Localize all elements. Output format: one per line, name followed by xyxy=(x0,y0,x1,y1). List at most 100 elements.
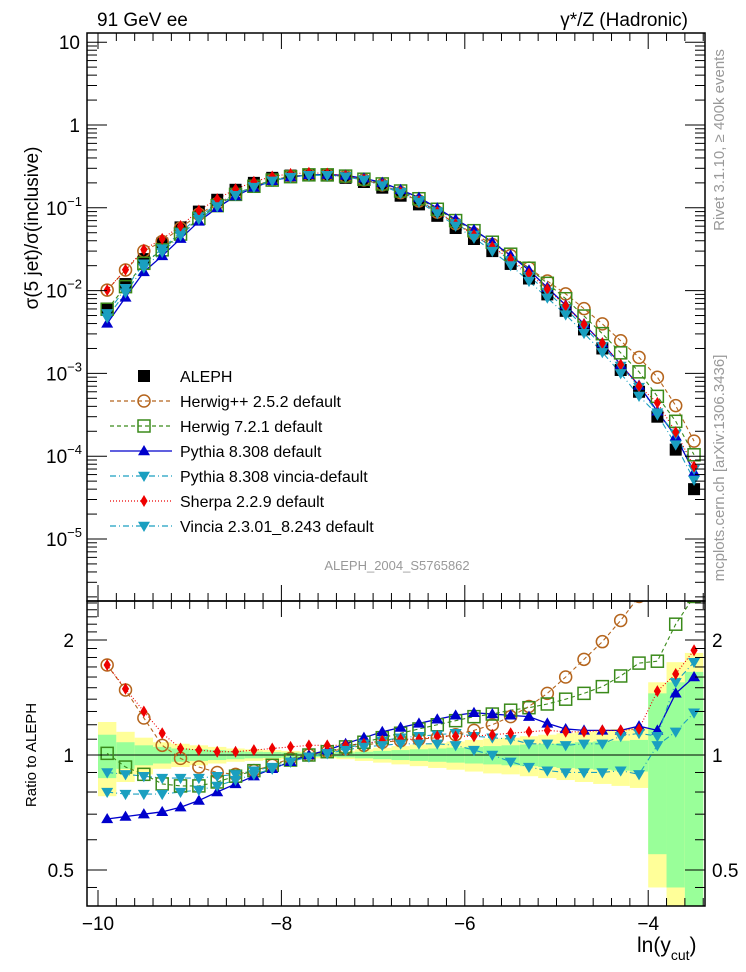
ratio-series-marker xyxy=(192,760,206,774)
analysis-id-annotation: ALEPH_2004_S5765862 xyxy=(324,558,469,573)
ratio-series-marker xyxy=(156,789,169,801)
stat-uncertainty-band xyxy=(574,742,594,769)
ratio-panel-frame xyxy=(86,600,706,907)
legend-entry: Pythia 8.308 vincia-default xyxy=(110,469,368,486)
legend-entry: Herwig 7.2.1 default xyxy=(110,419,323,436)
main-series-marker xyxy=(578,328,591,340)
ratio-series-marker xyxy=(412,717,425,728)
main-y-axis-label: σ(5 jet)/σ(inclusive) xyxy=(22,147,43,310)
legend: ALEPH Herwig++ 2.5.2 default Herwig 7.2.1 … xyxy=(110,369,374,536)
ratio-series-marker xyxy=(669,678,682,689)
ratio-series-marker xyxy=(540,686,555,701)
legend-entry: Pythia 8.308 default xyxy=(110,444,322,461)
legend-marker xyxy=(138,445,150,456)
main-series-marker xyxy=(119,288,132,299)
ratio-y-axis-label: Ratio to ALEPH xyxy=(23,703,40,807)
ratio-series-marker xyxy=(321,749,334,760)
main-series-marker xyxy=(504,261,517,272)
main-series-marker xyxy=(103,284,111,297)
main-series-marker xyxy=(632,365,646,379)
main-series-line xyxy=(106,174,695,481)
ratio-series-marker xyxy=(176,742,185,755)
ratio-series-marker xyxy=(488,728,496,741)
ratio-series-marker xyxy=(357,731,370,742)
ratio-series-marker xyxy=(653,685,661,698)
ratio-series-marker xyxy=(598,724,606,737)
legend-label: Herwig++ 2.5.2 default xyxy=(180,394,342,411)
ratio-series-marker xyxy=(140,705,148,718)
ratio-y-tick-label-right: 1 xyxy=(712,746,723,767)
ratio-series-marker xyxy=(507,727,515,740)
ratio-series-marker xyxy=(580,725,588,738)
main-series-marker xyxy=(669,440,682,451)
ratio-series-marker xyxy=(121,682,130,695)
stat-uncertainty-band xyxy=(116,742,135,769)
main-series-marker xyxy=(158,232,166,245)
ratio-series-marker xyxy=(452,730,460,743)
ratio-series-marker xyxy=(376,725,389,737)
stat-uncertainty-band xyxy=(684,671,704,906)
ratio-y-tick-label-left: 1 xyxy=(63,746,74,767)
ratio-series-line xyxy=(106,649,695,753)
ratio-series-marker xyxy=(302,752,315,763)
x-axis-label: ln(ycut) xyxy=(637,934,697,963)
main-series-marker xyxy=(562,299,570,312)
legend-entry: ALEPH xyxy=(138,369,232,386)
ratio-series-marker xyxy=(617,724,625,737)
x-tick-label: −8 xyxy=(271,914,293,935)
stat-uncertainty-band xyxy=(629,739,649,772)
ratio-series-marker xyxy=(174,787,187,799)
main-series-marker xyxy=(195,204,203,217)
y-tick-label: 10−4 xyxy=(46,442,82,468)
main-series-marker xyxy=(211,202,224,213)
main-series-marker xyxy=(431,209,444,220)
ratio-series-marker xyxy=(688,671,701,682)
ratio-series-marker xyxy=(614,731,627,743)
main-series-marker xyxy=(617,358,625,371)
x-tick-label: −4 xyxy=(637,914,659,935)
x-tick-label: −10 xyxy=(82,914,114,935)
x-tick-label: −6 xyxy=(454,914,476,935)
y-tick-label: 10−1 xyxy=(46,194,82,220)
main-series-marker xyxy=(156,247,169,259)
data-markers xyxy=(100,166,701,824)
ratio-uncertainty-bands xyxy=(87,652,705,906)
legend-label: Pythia 8.308 default xyxy=(180,444,322,461)
main-series-marker xyxy=(486,246,499,258)
ratio-series-marker xyxy=(651,731,664,743)
ratio-series-marker xyxy=(174,773,187,785)
ratio-series-marker xyxy=(578,739,591,750)
main-series-marker xyxy=(559,310,572,321)
ratio-y-tick-label-right: 0.5 xyxy=(712,861,738,882)
ratio-series-marker xyxy=(250,744,258,757)
ratio-series-marker xyxy=(595,634,610,649)
title-left: 91 GeV ee xyxy=(97,10,188,31)
ratio-series-marker xyxy=(633,770,646,781)
ratio-series-marker xyxy=(286,740,295,753)
main-series-marker xyxy=(580,318,588,331)
ratio-series-marker xyxy=(470,730,478,743)
stat-uncertainty-band xyxy=(666,682,685,888)
ratio-y-tick-label-left: 2 xyxy=(63,631,74,652)
main-series-marker xyxy=(633,391,646,402)
main-series-marker xyxy=(266,176,279,187)
ratio-series-marker xyxy=(668,617,683,631)
ratio-series-marker xyxy=(632,656,646,670)
axes: −10 −8 −6 −4 10 1 10−1 10−2 10−3 10−4 10−5 2 2 1 1 0.5 0… xyxy=(46,32,738,935)
main-series-marker xyxy=(339,172,352,183)
main-series-marker xyxy=(598,337,606,350)
ratio-series-marker xyxy=(266,764,279,775)
main-series-marker xyxy=(376,181,389,192)
ratio-series-marker xyxy=(596,739,609,750)
main-series-marker xyxy=(650,370,665,384)
aleph-data-point xyxy=(688,483,701,496)
ratio-series-marker xyxy=(449,741,462,752)
main-series-marker xyxy=(121,263,130,276)
ratio-series-marker xyxy=(137,772,150,783)
ratio-series-marker xyxy=(504,709,517,720)
ratio-series-marker xyxy=(137,808,150,819)
main-series-marker xyxy=(651,410,664,421)
ratio-series-marker xyxy=(323,739,331,752)
ratio-y-tick-label-right: 2 xyxy=(712,631,723,652)
